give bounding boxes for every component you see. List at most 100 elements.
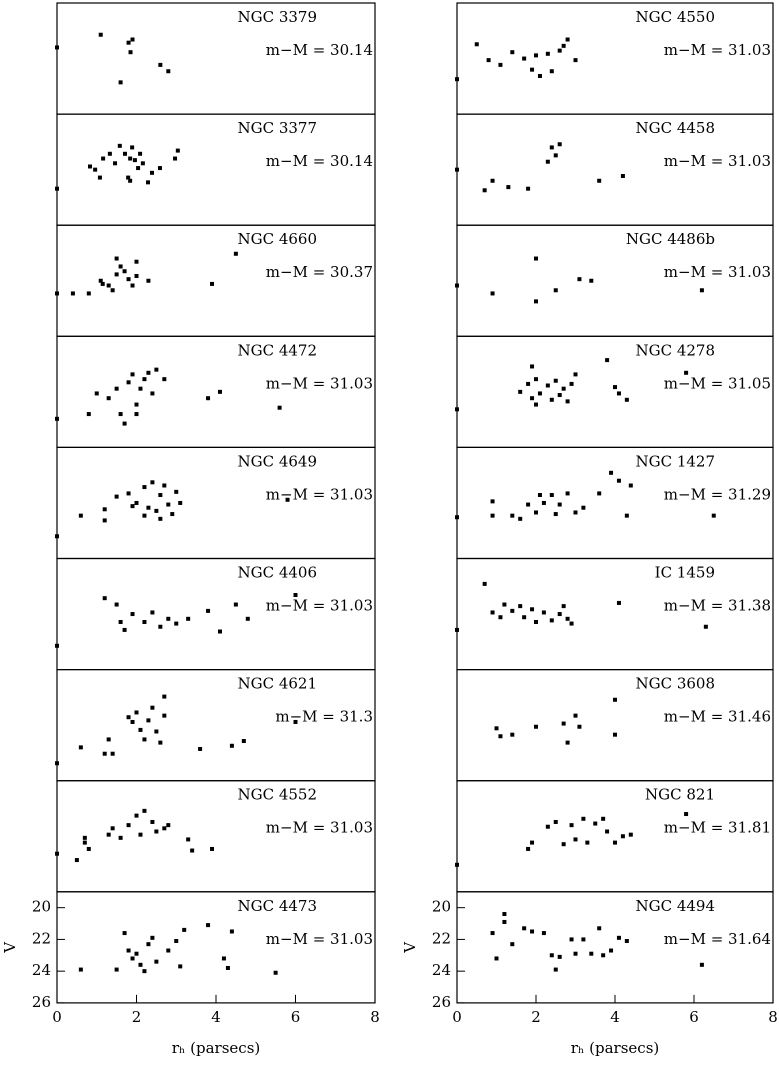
point [134,273,139,278]
point [55,291,59,296]
point [498,734,503,739]
point [293,719,298,724]
point [549,397,554,402]
point [225,965,230,970]
point [561,721,566,726]
panel-title: NGC 3377 [237,119,317,137]
point [86,291,91,296]
point [154,508,159,513]
point [158,62,163,67]
point [146,505,151,510]
point [490,513,495,518]
point [174,621,179,626]
point [522,56,527,61]
point [142,808,147,813]
point [93,167,98,172]
point [154,367,159,372]
point [530,67,535,72]
point [557,954,562,959]
point [134,412,139,417]
point [553,288,558,293]
point [549,618,554,623]
point [490,499,495,504]
point [110,751,115,756]
annotation: m−M = 31.46 [664,708,771,726]
point [210,281,215,286]
point [78,513,83,518]
point [86,846,91,851]
point [186,837,191,842]
y-tick-label: 26 [432,993,451,1011]
y-tick-label: 22 [32,929,51,947]
point [609,948,614,953]
point [553,819,558,824]
panel-title: NGC 821 [645,786,715,804]
point [122,627,127,632]
point [530,607,535,612]
point [561,386,566,391]
point [117,143,122,148]
point [616,391,621,396]
point [87,164,92,169]
point [620,834,625,839]
point [82,840,87,845]
point [78,745,83,750]
point [110,288,115,293]
point [616,935,621,940]
point [70,291,75,296]
annotation: m−M = 31.05 [664,374,771,392]
panel-title: NGC 4552 [237,786,317,804]
panel-title: NGC 1427 [635,452,715,470]
point [620,173,625,178]
point [175,148,180,153]
point [154,829,159,834]
point [498,62,503,67]
point [285,497,290,502]
point [134,710,139,715]
point [221,956,226,961]
point [597,926,602,931]
point [613,697,617,702]
point [553,378,558,383]
point [573,58,578,63]
x-tick-label: 6 [689,1008,699,1026]
point [530,840,535,845]
point [166,69,171,74]
point [114,272,119,277]
point [55,534,59,539]
point [703,624,708,629]
point [128,50,133,55]
point [699,962,704,967]
annotation: m−M = 31.3 [275,708,373,726]
panel-title: NGC 4621 [237,675,317,693]
point [502,912,507,917]
point [110,826,115,831]
point [624,939,629,944]
point [142,513,147,518]
point [518,604,523,609]
point [173,156,178,161]
x-tick-label: 8 [370,1008,380,1026]
point [134,402,139,407]
panel-title: NGC 4494 [635,897,715,915]
point [166,823,171,828]
point [530,364,535,369]
point [55,416,59,421]
point [198,746,203,751]
point [537,493,542,498]
point [557,393,562,398]
point [114,494,119,499]
point [130,283,135,288]
point [498,615,503,620]
point [490,610,495,615]
point [526,502,531,507]
point [530,929,535,934]
point [553,967,558,972]
point [605,829,610,834]
point [229,929,234,934]
point [146,370,151,375]
point [86,412,91,417]
point [684,812,689,817]
point [106,396,111,401]
point [711,513,716,518]
